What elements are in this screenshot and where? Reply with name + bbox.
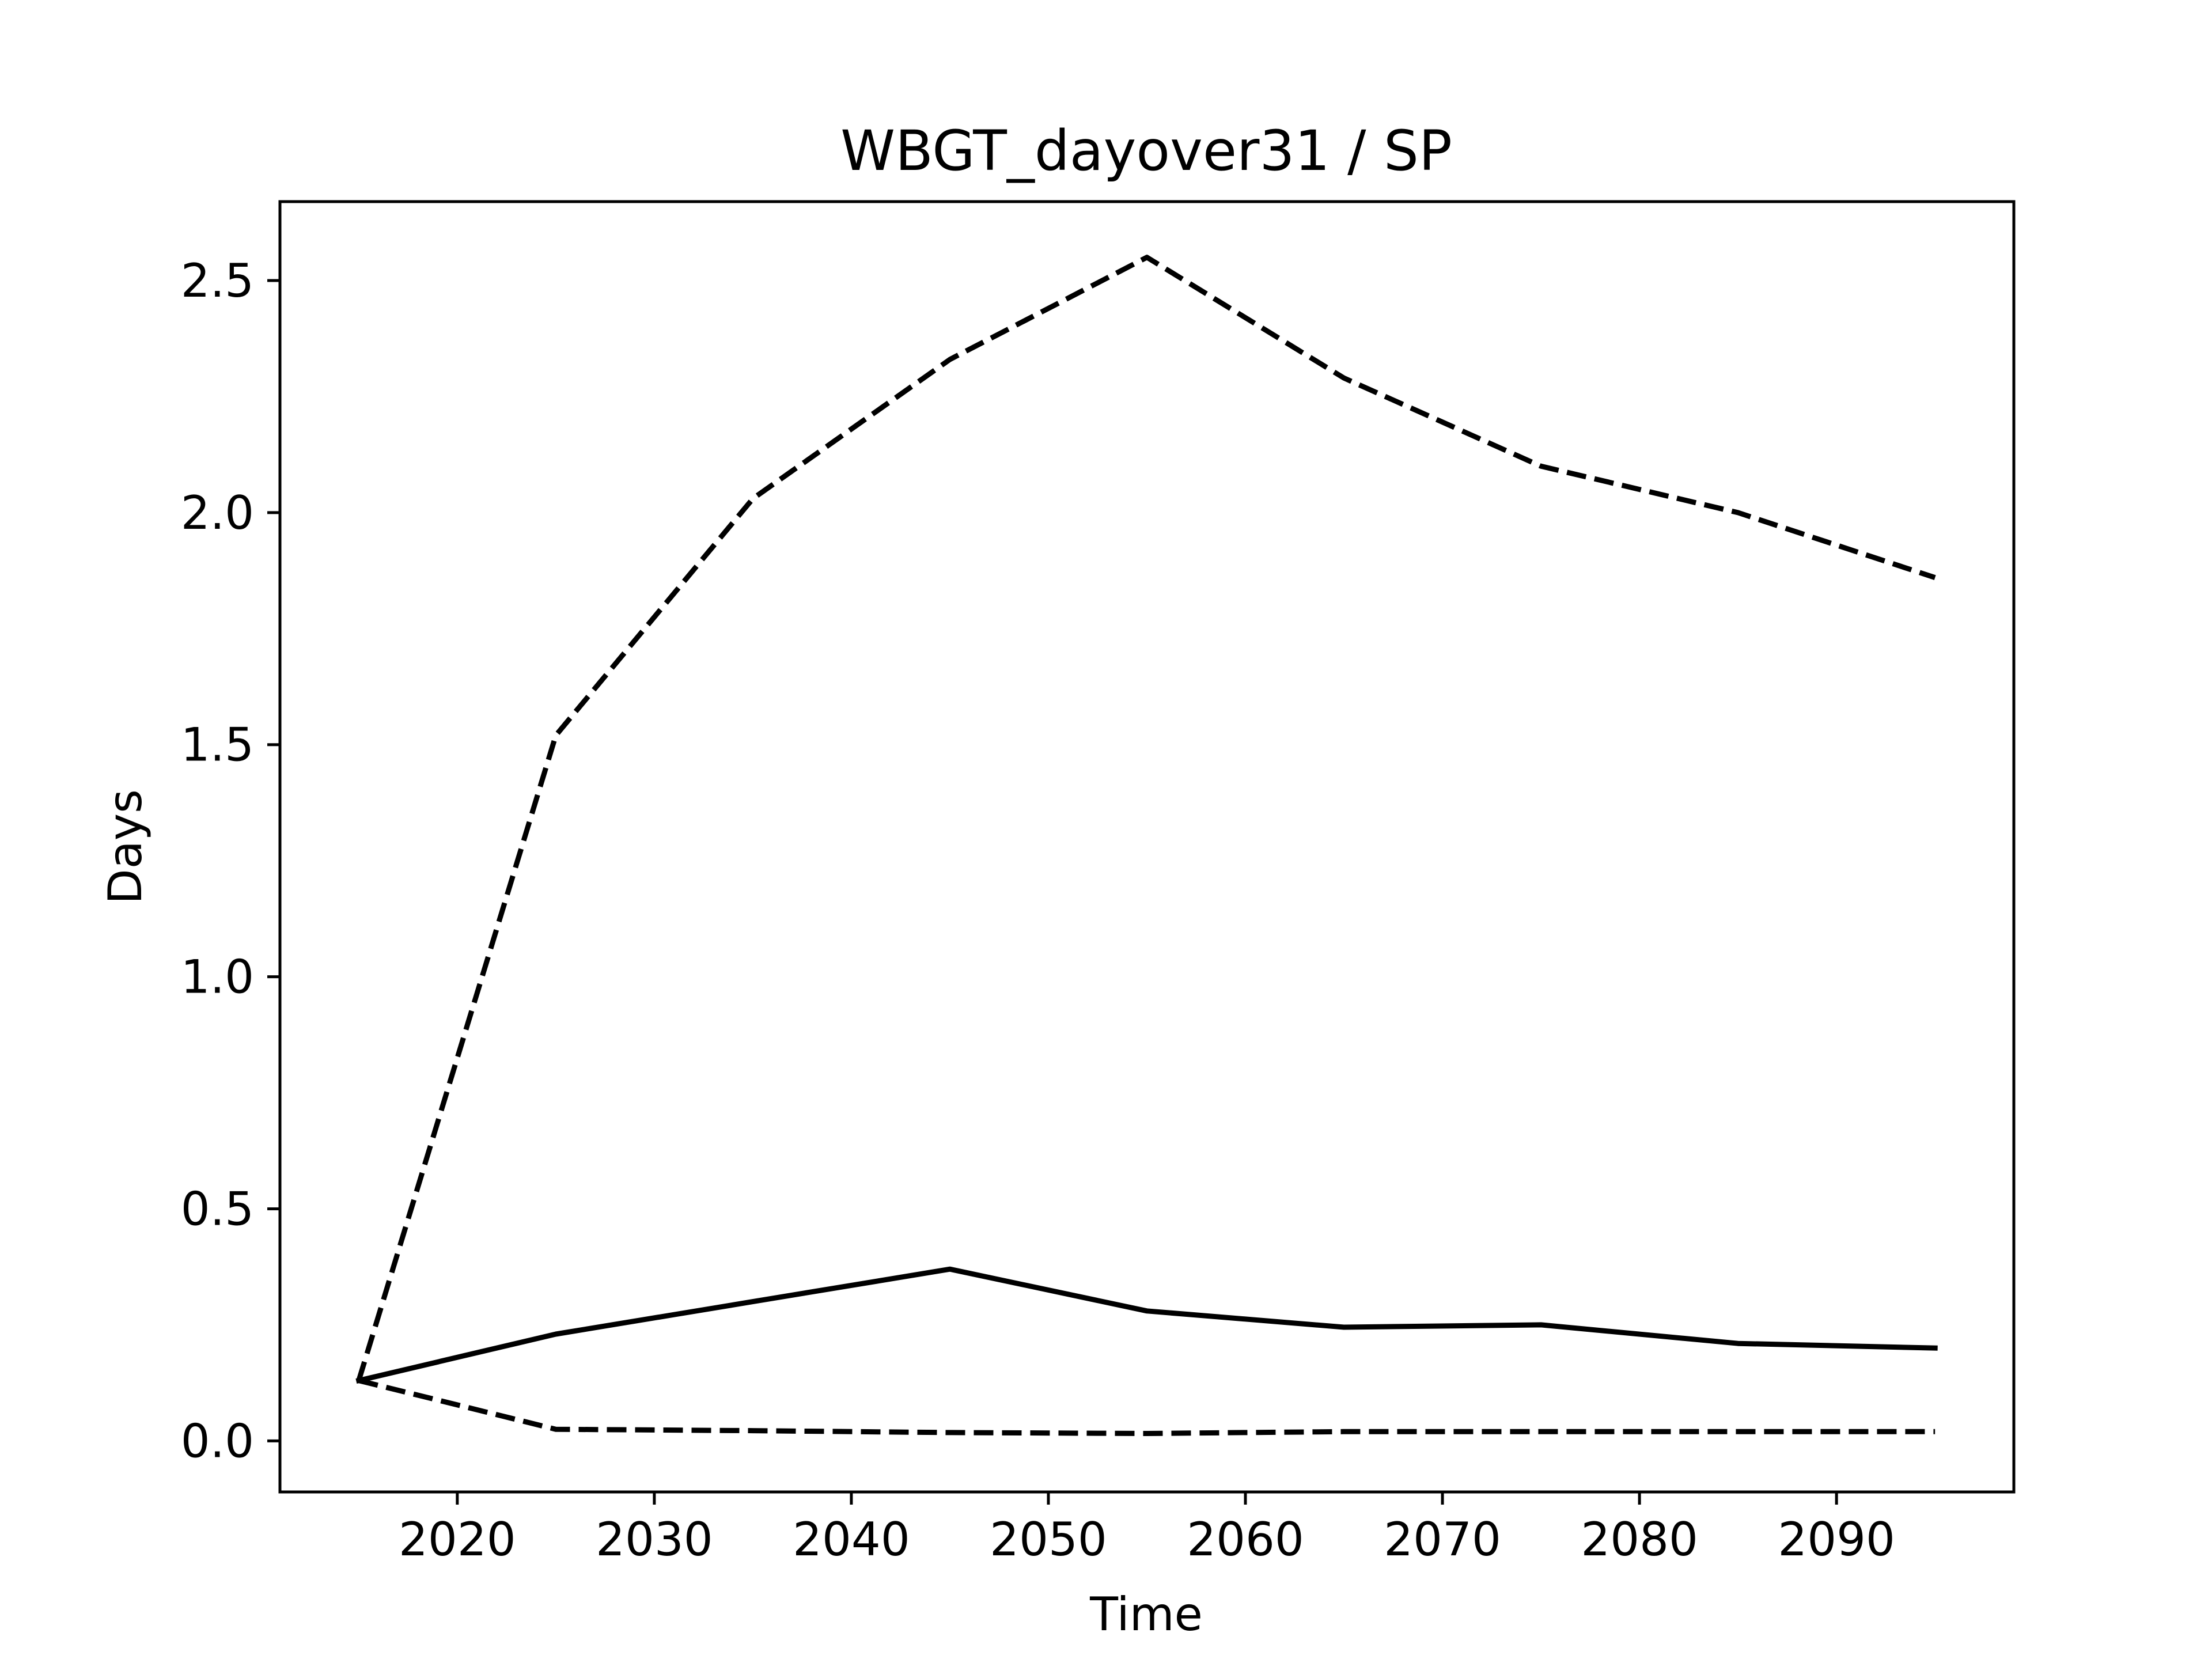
series-line-dashed-2: [358, 1378, 1936, 1436]
y-axis-label: Days: [99, 789, 152, 904]
y-tick-label: 0.0: [181, 1414, 254, 1468]
x-tick-label: 2050: [990, 1513, 1107, 1566]
y-axis-ticks: 0.0 0.5 1.0 1.5 2.0 2.5: [181, 254, 280, 1468]
x-tick-label: 2080: [1581, 1513, 1698, 1566]
x-axis-ticks: 2020 2030 2040 2050 2060 2070 2080 2090: [399, 1492, 1895, 1566]
chart-title: WBGT_dayover31 / SP: [840, 119, 1452, 183]
plot-frame: [278, 200, 2016, 1494]
x-tick-label: 2040: [793, 1513, 910, 1566]
y-tick-label: 0.5: [181, 1182, 254, 1236]
series-lines: [355, 255, 1938, 1436]
x-tick-label: 2020: [399, 1513, 516, 1566]
x-tick-label: 2090: [1778, 1513, 1895, 1566]
x-tick-label: 2030: [596, 1513, 713, 1566]
y-tick-label: 1.5: [181, 718, 254, 772]
series-line-solid-0: [355, 1266, 1938, 1384]
x-tick-label: 2070: [1384, 1513, 1501, 1566]
y-tick-label: 2.5: [181, 254, 254, 308]
x-axis-label: Time: [1089, 1588, 1203, 1641]
y-tick-label: 1.0: [181, 950, 254, 1004]
y-tick-label: 2.0: [181, 486, 254, 540]
x-tick-label: 2060: [1187, 1513, 1304, 1566]
series-line-dashed-1: [356, 255, 1936, 1381]
